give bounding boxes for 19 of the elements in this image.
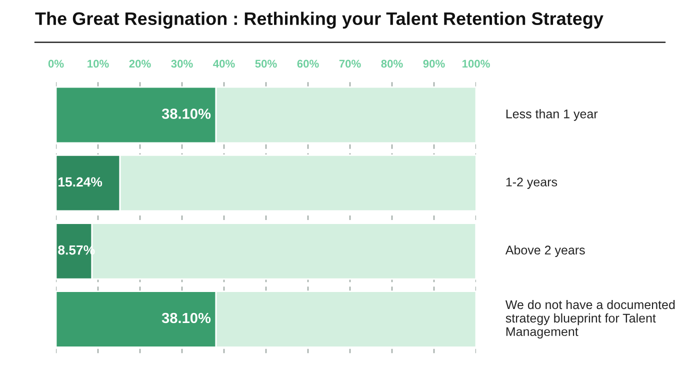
x-tick-label: 10% xyxy=(88,60,109,68)
x-tick-label: 0% xyxy=(48,60,64,68)
y-tick-label: 1-2 years xyxy=(506,178,558,189)
data-label: 15.24% xyxy=(58,177,102,187)
chart-title: The Great Resignation : Rethinking your Talent Retention Strategy xyxy=(35,12,604,29)
x-tick-label: 50% xyxy=(255,60,277,68)
y-tick-label: Less than 1 year xyxy=(506,109,598,121)
y-tick-label: Above 2 years xyxy=(505,245,585,257)
y-tick-label: We do not have a documented strategy blueprint for Talent Management xyxy=(505,300,675,339)
x-tick-label: 60% xyxy=(297,60,319,68)
x-tick-label: 30% xyxy=(171,60,193,68)
x-tick-label: 90% xyxy=(423,60,445,68)
x-tick-label: 40% xyxy=(213,60,235,68)
x-tick-label: 80% xyxy=(381,60,403,68)
data-label: 38.10% xyxy=(162,108,211,119)
data-label: 38.10% xyxy=(162,312,211,324)
x-tick-label: 100% xyxy=(462,60,490,68)
x-tick-label: 20% xyxy=(129,60,151,68)
x-tick-label: 70% xyxy=(339,60,361,68)
